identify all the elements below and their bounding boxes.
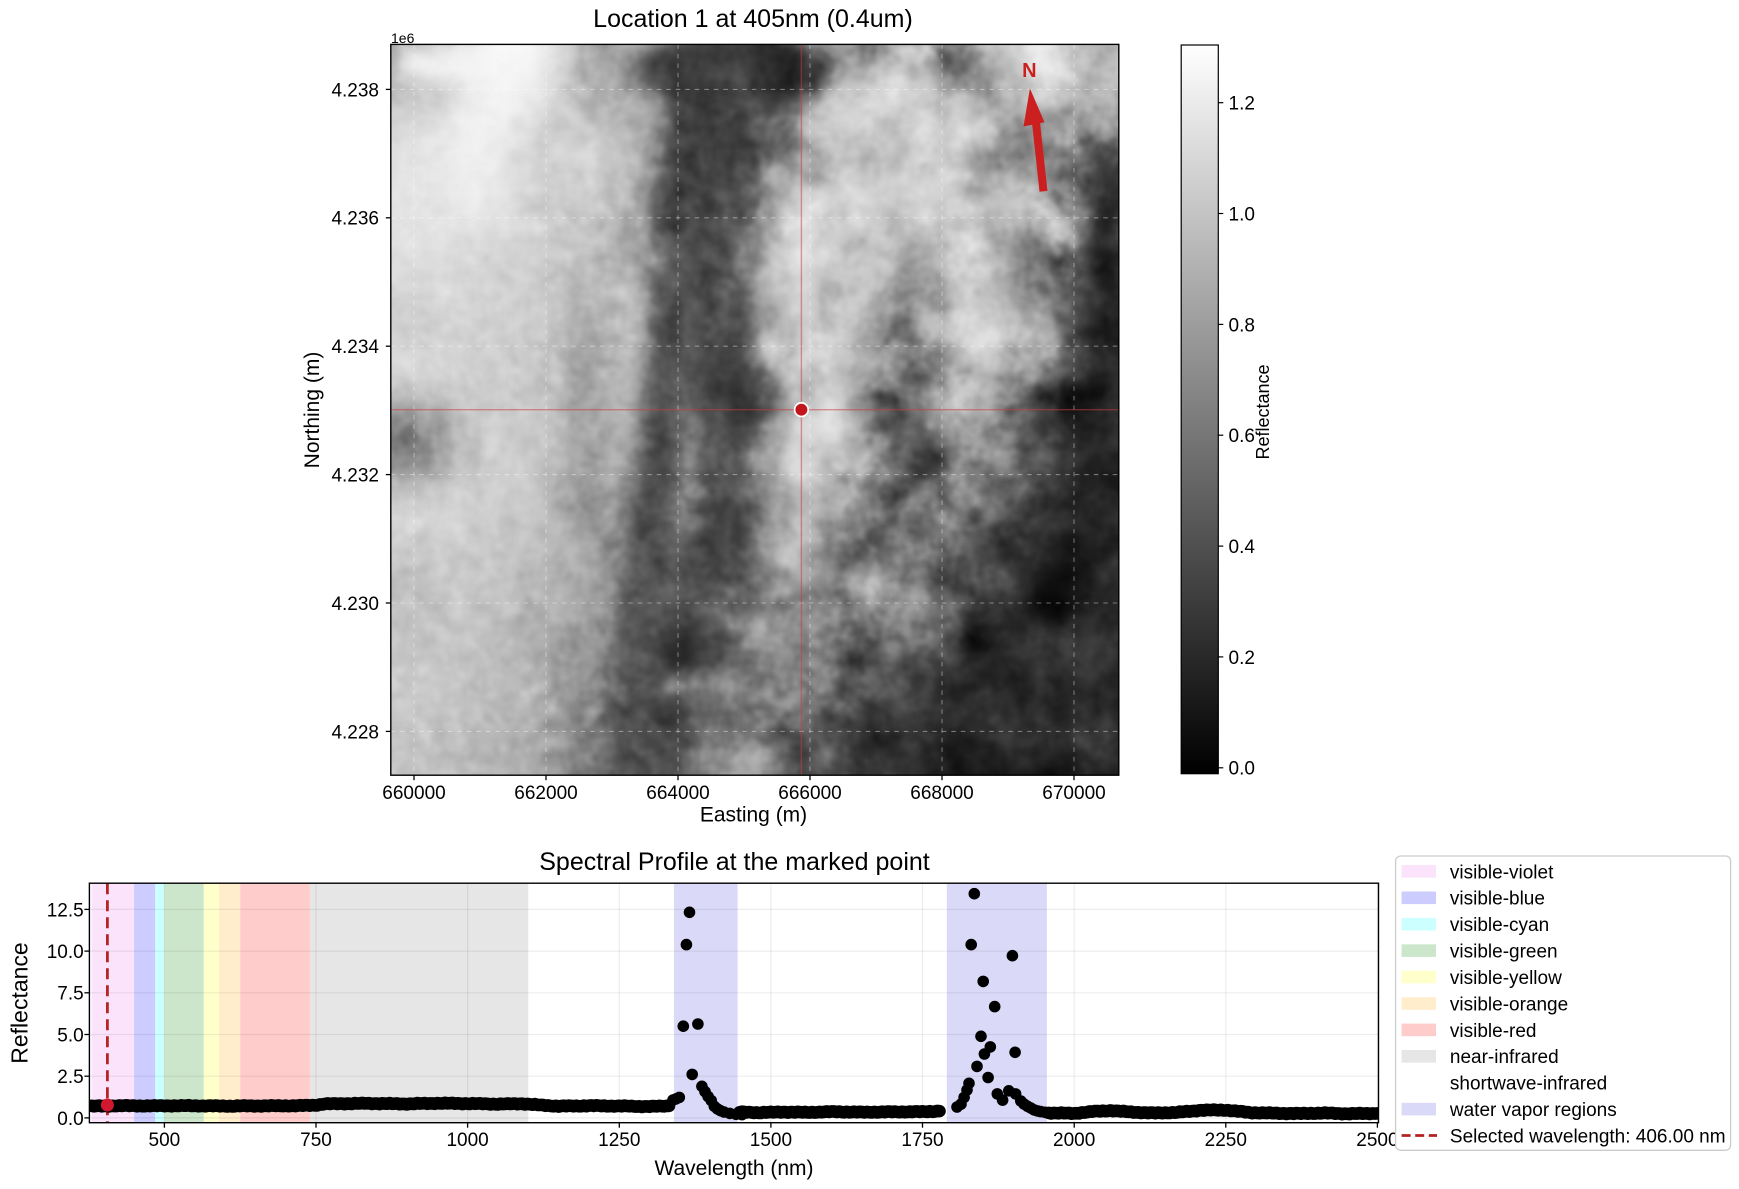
svg-text:visible-orange: visible-orange bbox=[1450, 994, 1568, 1015]
svg-text:4.230: 4.230 bbox=[331, 594, 379, 615]
svg-text:visible-blue: visible-blue bbox=[1450, 889, 1545, 910]
svg-text:1500: 1500 bbox=[750, 1130, 792, 1151]
svg-text:Easting (m): Easting (m) bbox=[700, 804, 807, 827]
svg-text:670000: 670000 bbox=[1042, 783, 1105, 804]
svg-text:Northing (m): Northing (m) bbox=[301, 352, 324, 469]
svg-text:1750: 1750 bbox=[901, 1130, 943, 1151]
svg-text:4.234: 4.234 bbox=[331, 337, 379, 358]
svg-text:660000: 660000 bbox=[382, 783, 445, 804]
svg-text:1.2: 1.2 bbox=[1229, 94, 1255, 115]
svg-text:water vapor regions: water vapor regions bbox=[1449, 1100, 1617, 1121]
svg-text:4.238: 4.238 bbox=[331, 80, 379, 101]
svg-text:near-infrared: near-infrared bbox=[1450, 1047, 1559, 1068]
svg-text:662000: 662000 bbox=[514, 783, 577, 804]
svg-text:5.0: 5.0 bbox=[57, 1025, 83, 1046]
svg-text:2500: 2500 bbox=[1356, 1130, 1398, 1151]
svg-text:Location 1 at 405nm (0.4um): Location 1 at 405nm (0.4um) bbox=[593, 5, 913, 33]
svg-text:1e6: 1e6 bbox=[391, 30, 415, 46]
svg-text:visible-violet: visible-violet bbox=[1450, 862, 1554, 883]
svg-text:0.6: 0.6 bbox=[1229, 426, 1255, 447]
svg-text:666000: 666000 bbox=[778, 783, 841, 804]
svg-text:664000: 664000 bbox=[646, 783, 709, 804]
svg-text:4.228: 4.228 bbox=[331, 722, 379, 743]
svg-text:visible-cyan: visible-cyan bbox=[1450, 915, 1549, 936]
svg-text:0.2: 0.2 bbox=[1229, 648, 1255, 669]
svg-text:4.232: 4.232 bbox=[331, 466, 379, 487]
svg-text:2000: 2000 bbox=[1053, 1130, 1095, 1151]
svg-text:1250: 1250 bbox=[598, 1130, 640, 1151]
svg-text:0.0: 0.0 bbox=[57, 1109, 83, 1130]
svg-text:750: 750 bbox=[300, 1130, 332, 1151]
svg-text:1000: 1000 bbox=[446, 1130, 488, 1151]
svg-text:1.0: 1.0 bbox=[1229, 204, 1255, 225]
svg-text:0.8: 0.8 bbox=[1229, 315, 1255, 336]
svg-text:Reflectance: Reflectance bbox=[7, 942, 33, 1063]
svg-text:500: 500 bbox=[149, 1130, 181, 1151]
svg-text:shortwave-infrared: shortwave-infrared bbox=[1450, 1074, 1607, 1095]
svg-text:12.5: 12.5 bbox=[47, 900, 84, 921]
svg-text:Reflectance: Reflectance bbox=[1253, 364, 1273, 459]
svg-text:N: N bbox=[1022, 60, 1036, 82]
svg-text:Selected wavelength: 406.00 nm: Selected wavelength: 406.00 nm bbox=[1450, 1126, 1726, 1147]
svg-text:Wavelength (nm): Wavelength (nm) bbox=[654, 1157, 813, 1180]
svg-text:visible-green: visible-green bbox=[1450, 942, 1558, 963]
svg-text:Spectral Profile at the marked: Spectral Profile at the marked point bbox=[539, 848, 930, 876]
svg-text:7.5: 7.5 bbox=[57, 984, 83, 1005]
svg-text:4.236: 4.236 bbox=[331, 209, 379, 230]
svg-text:visible-red: visible-red bbox=[1450, 1021, 1537, 1042]
svg-text:0.0: 0.0 bbox=[1229, 759, 1255, 780]
svg-text:0.4: 0.4 bbox=[1229, 537, 1256, 558]
svg-text:10.0: 10.0 bbox=[47, 942, 84, 963]
svg-text:visible-yellow: visible-yellow bbox=[1450, 968, 1562, 989]
svg-text:668000: 668000 bbox=[910, 783, 973, 804]
svg-text:2.5: 2.5 bbox=[57, 1067, 83, 1088]
svg-text:2250: 2250 bbox=[1205, 1130, 1247, 1151]
